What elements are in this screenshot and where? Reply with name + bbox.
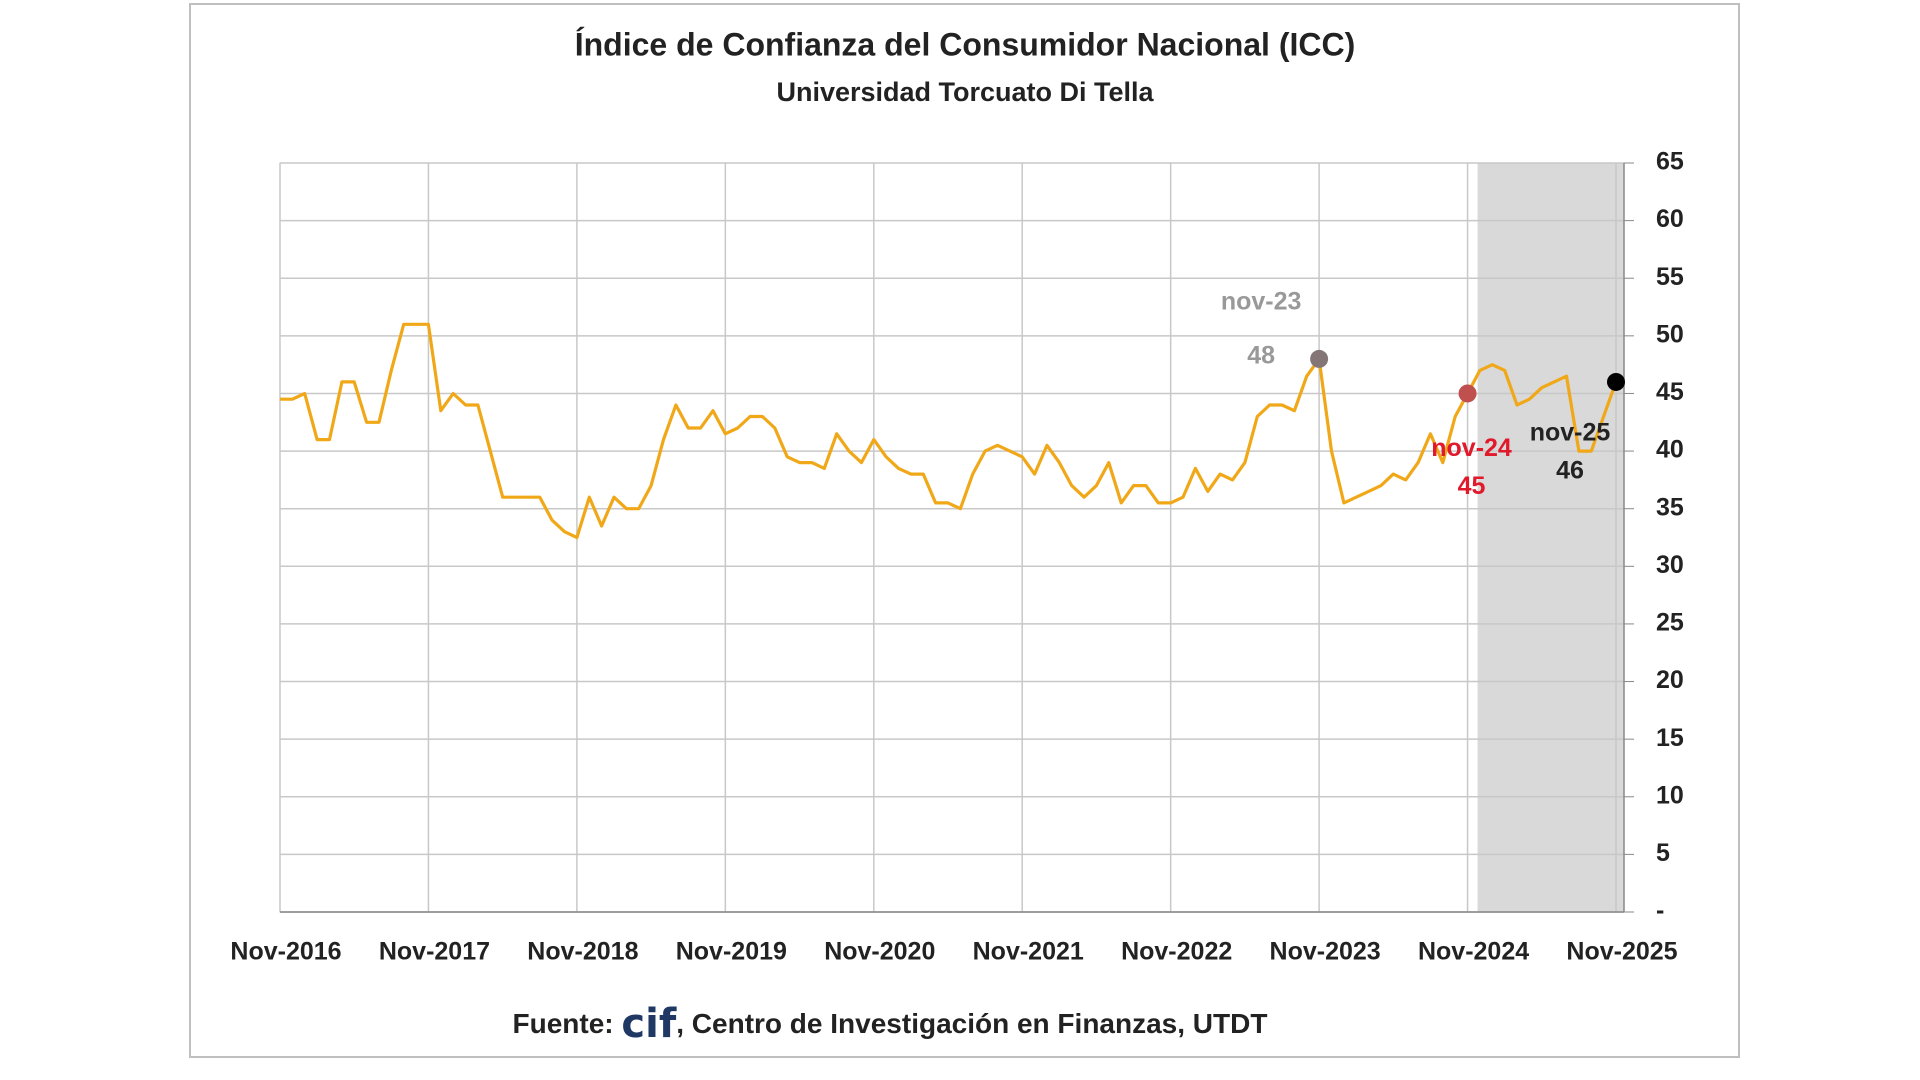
y-tick-label: 10: [1656, 781, 1684, 809]
x-tick-label: Nov-2018: [527, 938, 638, 966]
source-prefix: Fuente:: [513, 1008, 614, 1039]
x-tick-label: Nov-2022: [1121, 938, 1232, 966]
annotation-label: nov-24: [1431, 434, 1512, 462]
highlight-point: [1310, 349, 1329, 368]
annotation-value: 45: [1458, 472, 1486, 500]
plot-area: [279, 162, 1625, 913]
y-tick-label: 45: [1656, 378, 1684, 406]
shaded-region: [1477, 163, 1624, 912]
annotation-value: 46: [1556, 457, 1584, 485]
chart-title: Índice de Confianza del Consumidor Nacio…: [575, 26, 1356, 62]
x-tick-label: Nov-2016: [230, 938, 341, 966]
y-tick-label: 30: [1656, 551, 1684, 579]
x-tick-label: Nov-2017: [379, 938, 490, 966]
x-tick-label: Nov-2020: [824, 938, 935, 966]
y-tick-label: 55: [1656, 263, 1684, 291]
y-tick-label: 25: [1656, 609, 1684, 637]
annotation-label: nov-25: [1530, 419, 1611, 447]
y-tick-label: -: [1656, 897, 1664, 925]
y-tick-label: 35: [1656, 493, 1684, 521]
source-rest: , Centro de Investigación en Finanzas, U…: [676, 1008, 1267, 1039]
x-tick-label: Nov-2021: [973, 938, 1084, 966]
x-tick-label: Nov-2024: [1418, 938, 1529, 966]
x-tick-label: Nov-2019: [676, 938, 787, 966]
y-tick-label: 50: [1656, 320, 1684, 348]
y-tick-label: 15: [1656, 724, 1684, 752]
chart-subtitle: Universidad Torcuato Di Tella: [776, 77, 1154, 107]
source-note: Fuente: cif, Centro de Investigación en …: [513, 1001, 1268, 1047]
y-tick-label: 5: [1656, 839, 1670, 867]
x-tick-label: Nov-2025: [1566, 938, 1677, 966]
y-tick-label: 60: [1656, 205, 1684, 233]
highlight-point: [1458, 384, 1477, 403]
y-tick-label: 40: [1656, 436, 1684, 464]
annotation-value: 48: [1247, 342, 1275, 370]
data-line: [280, 322, 1618, 540]
highlight-point: [1607, 372, 1625, 391]
y-tick-label: 20: [1656, 666, 1684, 694]
y-tick-label: 65: [1656, 148, 1684, 176]
annotation-label: nov-23: [1221, 288, 1302, 316]
source-logo: cif: [621, 1001, 676, 1047]
x-tick-label: Nov-2023: [1270, 938, 1381, 966]
